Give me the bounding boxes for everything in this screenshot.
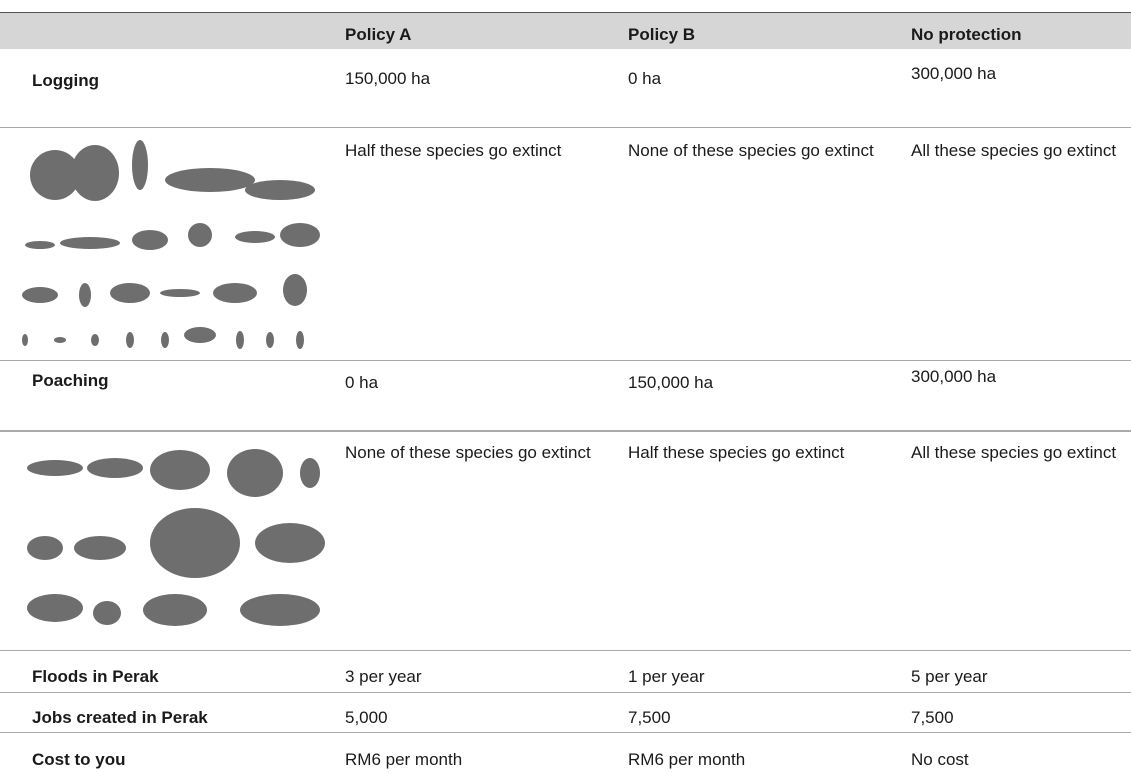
row-label: Logging [32,68,332,93]
cell: None of these species go extinct [345,440,595,465]
choice-table: Policy A Policy B No protection Logging … [0,0,1131,773]
forest-species-illustration [15,135,330,360]
cell: Half these species go extinct [628,440,878,465]
cell: All these species go extinct [911,138,1131,163]
cell: 0 ha [345,370,595,395]
row-divider [0,360,1131,361]
cell: Half these species go extinct [345,138,595,163]
cell: RM6 per month [345,747,595,772]
cell: None of these species go extinct [628,138,878,163]
column-header: Policy A [345,22,645,47]
row-label: Poaching [32,368,332,393]
cell: 7,500 [628,705,878,730]
row-divider [0,692,1131,693]
cell: 7,500 [911,705,1131,730]
cell: 5 per year [911,664,1131,689]
row-divider [0,430,1131,432]
cell: 300,000 ha [911,364,1131,389]
cell: 3 per year [345,664,595,689]
cell: 5,000 [345,705,595,730]
row-label: Floods in Perak [32,664,332,689]
cell: All these species go extinct [911,440,1131,465]
cell: 0 ha [628,66,878,91]
row-divider [0,650,1131,651]
cell: 300,000 ha [911,61,1131,86]
cell: 150,000 ha [345,66,595,91]
cell: RM6 per month [628,747,878,772]
cell: 1 per year [628,664,878,689]
column-header: No protection [911,22,1131,47]
hunted-species-illustration [15,438,330,648]
row-divider [0,732,1131,733]
column-header: Policy B [628,22,928,47]
cell: 150,000 ha [628,370,878,395]
row-label: Cost to you [32,747,332,772]
row-divider [0,127,1131,128]
cell: No cost [911,747,1131,772]
row-label: Jobs created in Perak [32,705,332,730]
